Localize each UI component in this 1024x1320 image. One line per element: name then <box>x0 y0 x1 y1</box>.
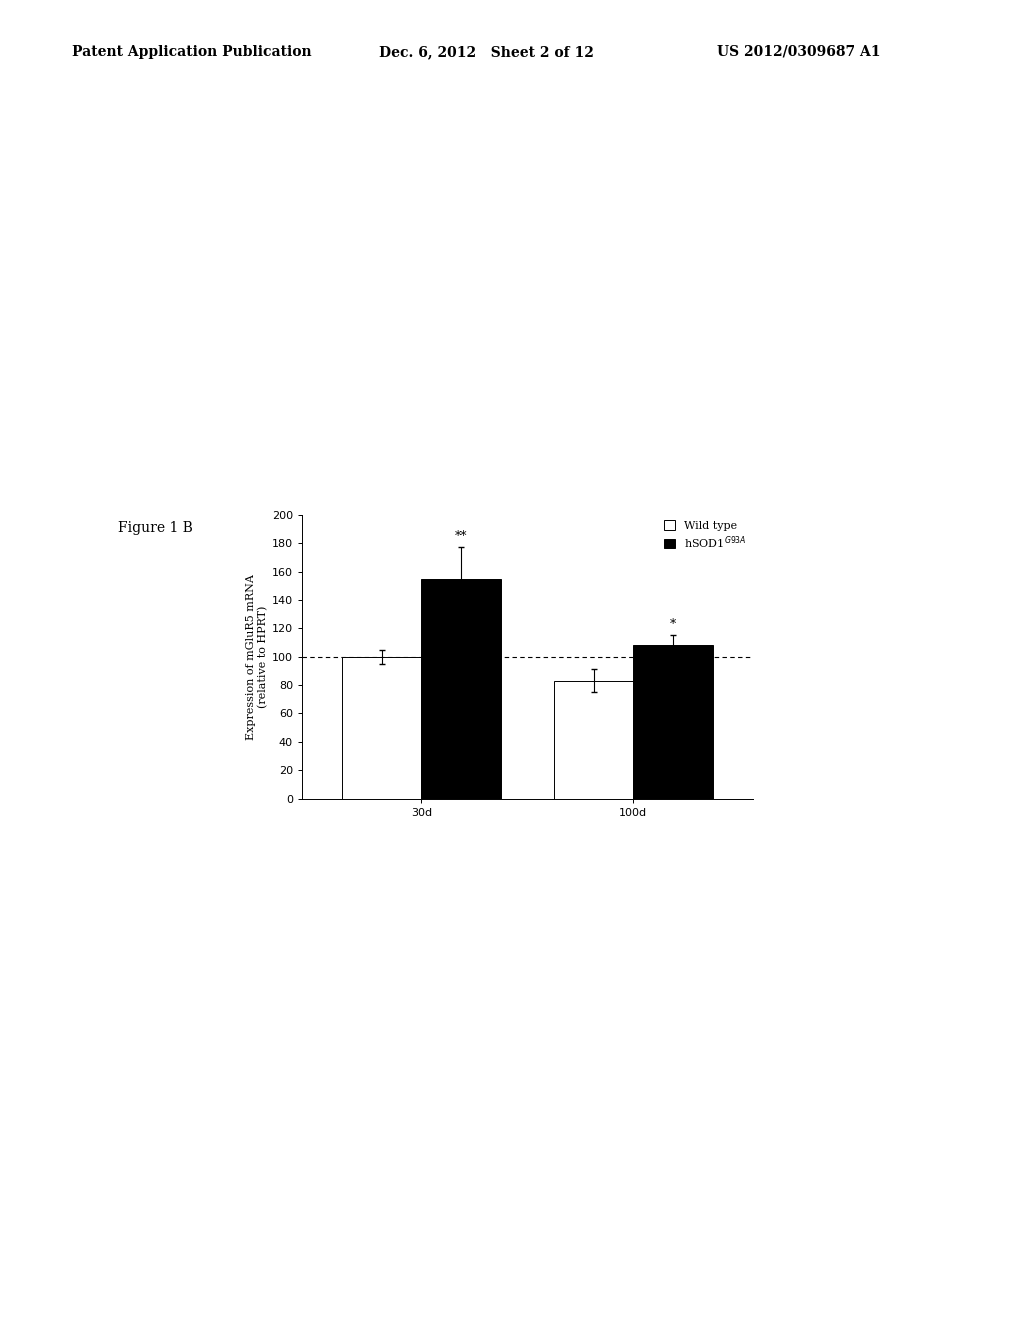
Y-axis label: Expression of mGluR5 mRNA
(relative to HPRT): Expression of mGluR5 mRNA (relative to H… <box>246 574 267 739</box>
Legend: Wild type, hSOD1$^{G93A}$: Wild type, hSOD1$^{G93A}$ <box>665 520 748 550</box>
Bar <box>421 578 501 799</box>
Text: Patent Application Publication: Patent Application Publication <box>72 45 311 59</box>
Text: US 2012/0309687 A1: US 2012/0309687 A1 <box>717 45 881 59</box>
Bar <box>554 681 634 799</box>
Bar <box>342 657 421 799</box>
Text: *: * <box>670 618 676 631</box>
Text: **: ** <box>455 531 467 544</box>
Bar <box>634 645 713 799</box>
Text: Figure 1 B: Figure 1 B <box>118 521 193 536</box>
Text: Dec. 6, 2012   Sheet 2 of 12: Dec. 6, 2012 Sheet 2 of 12 <box>379 45 594 59</box>
